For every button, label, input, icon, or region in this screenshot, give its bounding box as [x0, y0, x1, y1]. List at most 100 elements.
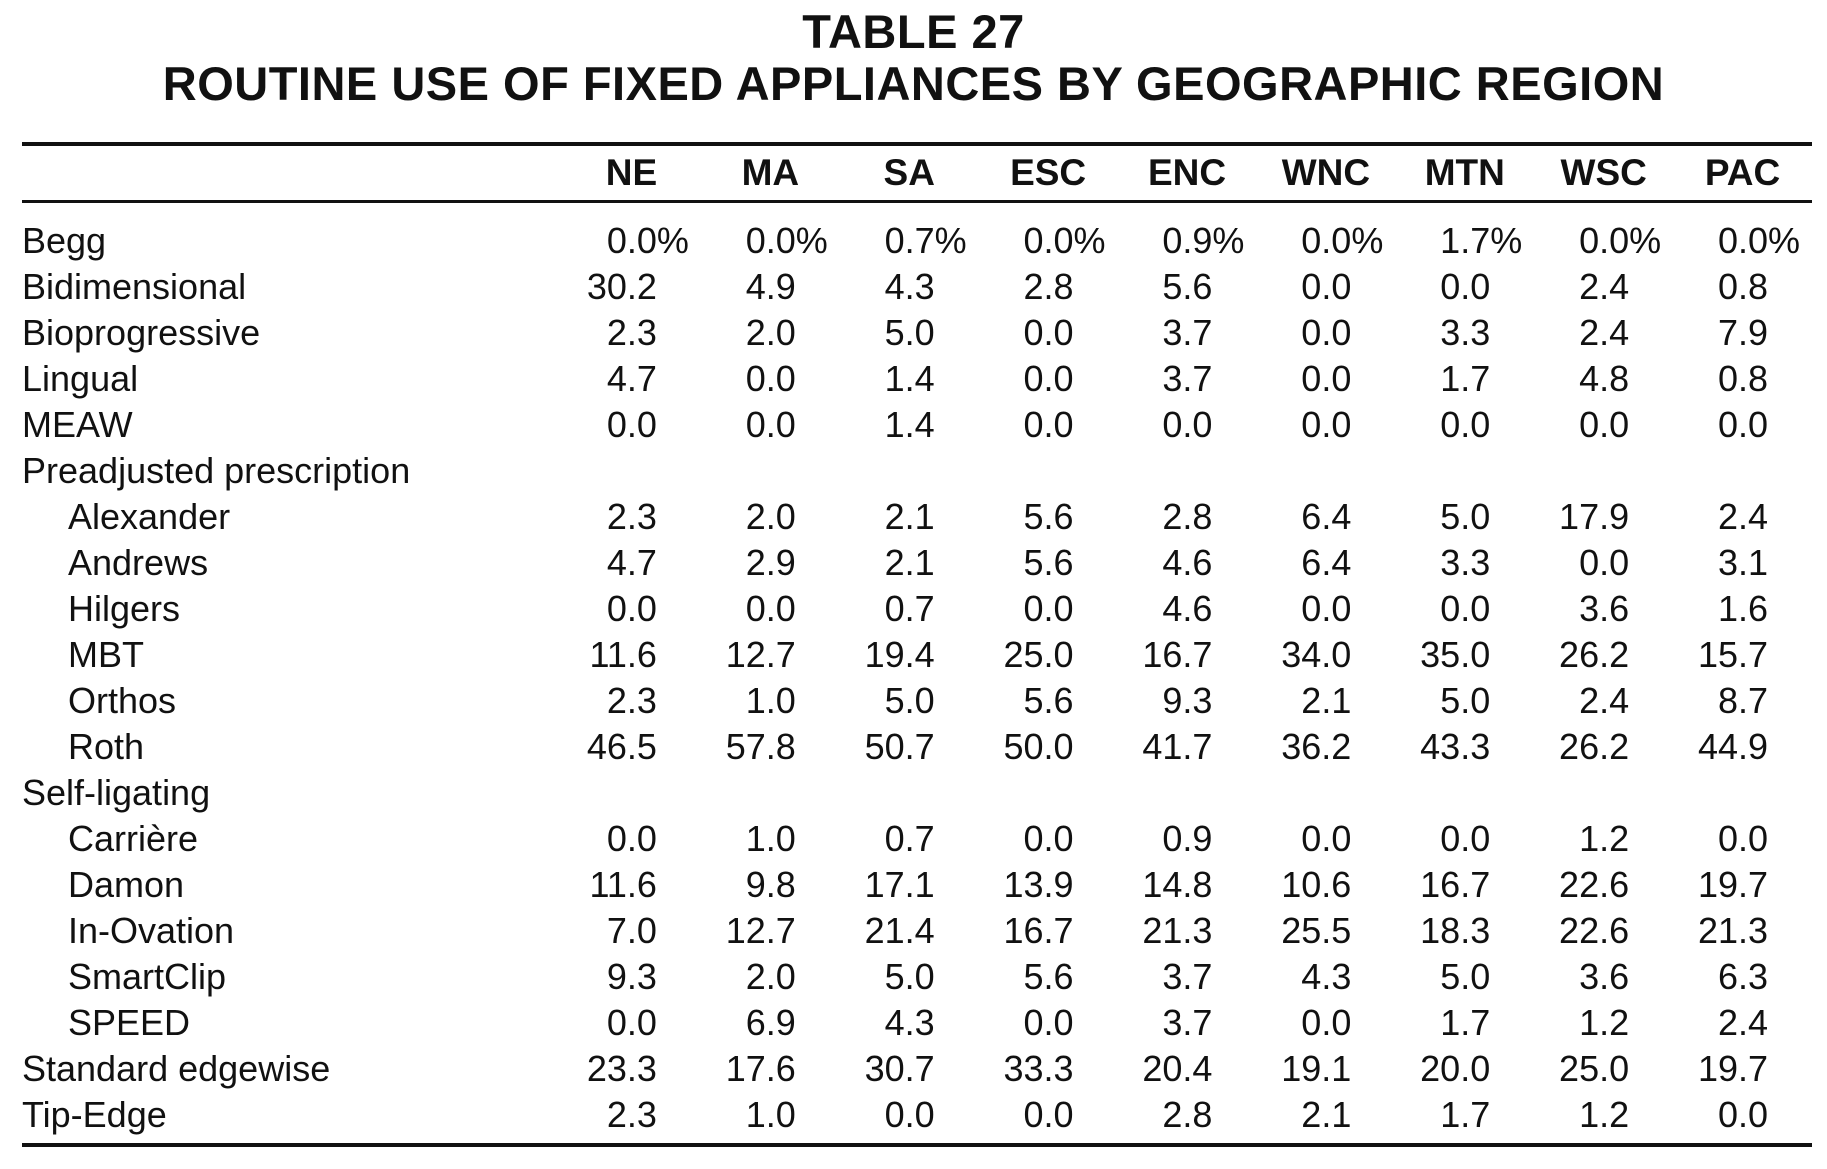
cell-value: 0.7	[884, 818, 935, 859]
cell-value: 20.4	[1142, 1048, 1213, 1089]
cell-value	[979, 770, 1118, 816]
row-label: Carrière	[68, 818, 199, 859]
table-section-row: Preadjusted prescription	[22, 448, 1812, 494]
cell-value: 4.6	[1162, 588, 1213, 629]
cell-value: 43.3	[1420, 726, 1491, 767]
cell-value	[701, 448, 840, 494]
cell-value: 0.9%	[1162, 220, 1245, 261]
cell-value: 15.7	[1697, 634, 1769, 675]
cell-value: 3.6	[1579, 956, 1630, 997]
cell-value: 0.0	[745, 358, 796, 399]
table-row: Damon 11.6 9.8 17.1 13.9 14.8 10.6 16.7 22.6 19.7	[22, 862, 1812, 908]
table-row: Orthos 2.3 1.0 5.0 5.6 9.3 2.1 5.0 2.4 8.7	[22, 678, 1812, 724]
table-row: MEAW 0.0 0.0 1.4 0.0 0.0 0.0 0.0 0.0 0.0	[22, 402, 1812, 448]
cell-value: 0.0	[1162, 404, 1213, 445]
cell-value: 0.0	[606, 818, 657, 859]
table-row: Andrews 4.7 2.9 2.1 5.6 4.6 6.4 3.3 0.0 3.1	[22, 540, 1812, 586]
cell-value: 0.0	[1023, 588, 1074, 629]
column-header-wnc: WNC	[1281, 152, 1371, 193]
cell-value: 4.3	[884, 266, 935, 307]
cell-value: 1.0	[745, 680, 796, 721]
cell-value: 0.0	[1301, 588, 1352, 629]
cell-value: 0.0%	[1301, 220, 1384, 261]
cell-value: 12.7	[725, 634, 796, 675]
row-label-header	[22, 146, 562, 200]
cell-value: 17.9	[1559, 496, 1630, 537]
cell-value: 3.1	[1717, 542, 1769, 583]
row-label: Standard edgewise	[22, 1048, 331, 1089]
cell-value: 3.7	[1162, 956, 1213, 997]
cell-value: 0.0	[606, 404, 657, 445]
column-header-ma: MA	[741, 152, 800, 193]
spacer-row	[22, 200, 1812, 218]
cell-value: 4.8	[1579, 358, 1630, 399]
header-row: NE MA SA ESC ENC WNC MTN WSC PAC	[22, 146, 1812, 200]
table-row: Lingual 4.7 0.0 1.4 0.0 3.7 0.0 1.7 4.8 0.8	[22, 356, 1812, 402]
cell-value: 21.4	[864, 910, 935, 951]
appliance-use-table: NE MA SA ESC ENC WNC MTN WSC PAC Begg 0.0…	[22, 146, 1812, 1138]
row-label: Bioprogressive	[22, 312, 261, 353]
cell-value: 1.2	[1579, 1002, 1630, 1043]
cell-value: 46.5	[586, 726, 657, 767]
cell-value: 0.8	[1717, 358, 1769, 399]
cell-value: 1.7	[1440, 1002, 1491, 1043]
cell-value: 0.0	[1440, 818, 1491, 859]
cell-value: 1.2	[1579, 1094, 1630, 1135]
cell-value: 17.1	[864, 864, 935, 905]
cell-value: 6.3	[1717, 956, 1769, 997]
cell-value	[1534, 448, 1673, 494]
cell-value: 44.9	[1697, 726, 1769, 767]
cell-value: 21.3	[1697, 910, 1769, 951]
cell-value: 10.6	[1281, 864, 1352, 905]
cell-value: 16.7	[1142, 634, 1213, 675]
cell-value: 5.6	[1162, 266, 1213, 307]
cell-value: 22.6	[1559, 910, 1630, 951]
cell-value: 2.1	[884, 496, 935, 537]
cell-value: 2.4	[1717, 496, 1769, 537]
cell-value: 11.6	[589, 864, 657, 905]
cell-value: 33.3	[1003, 1048, 1074, 1089]
cell-value: 13.9	[1003, 864, 1074, 905]
cell-value: 22.6	[1559, 864, 1630, 905]
cell-value: 5.0	[1440, 956, 1491, 997]
cell-value: 50.7	[864, 726, 935, 767]
row-label: Damon	[68, 864, 185, 905]
row-label: Andrews	[68, 542, 209, 583]
cell-value: 0.0	[1301, 818, 1352, 859]
cell-value: 2.4	[1579, 312, 1630, 353]
cell-value: 25.0	[1559, 1048, 1630, 1089]
cell-value: 1.6	[1717, 588, 1769, 629]
cell-value	[1256, 770, 1395, 816]
cell-value: 5.0	[884, 680, 935, 721]
column-header-ne: NE	[605, 152, 658, 193]
row-label: SPEED	[68, 1002, 191, 1043]
cell-value: 25.5	[1281, 910, 1352, 951]
cell-value: 1.4	[884, 358, 935, 399]
cell-value: 0.0	[745, 588, 796, 629]
row-label: Lingual	[22, 358, 139, 399]
cell-value: 6.4	[1301, 496, 1352, 537]
cell-value: 0.7%	[884, 220, 967, 261]
table-number: TABLE 27	[802, 5, 1025, 58]
table-row: Bidimensional 30.2 4.9 4.3 2.8 5.6 0.0 0.0 2.4 0.…	[22, 264, 1812, 310]
cell-value: 0.0	[1023, 404, 1074, 445]
cell-value: 0.0	[606, 588, 657, 629]
cell-value: 2.1	[1301, 680, 1352, 721]
cell-value: 4.3	[1301, 956, 1352, 997]
cell-value: 0.0	[1440, 404, 1491, 445]
cell-value: 9.3	[606, 956, 657, 997]
cell-value: 3.7	[1162, 312, 1213, 353]
cell-value: 0.0	[1023, 1002, 1074, 1043]
cell-value	[1534, 770, 1673, 816]
cell-value: 3.7	[1162, 358, 1213, 399]
cell-value: 7.9	[1717, 312, 1769, 353]
row-label: SmartClip	[68, 956, 227, 997]
cell-value	[1395, 770, 1534, 816]
cell-value: 2.3	[606, 1094, 657, 1135]
cell-value: 0.0	[1023, 1094, 1074, 1135]
column-header-wsc: WSC	[1560, 152, 1647, 193]
cell-value: 0.0	[1301, 358, 1352, 399]
table-row: Bioprogressive 2.3 2.0 5.0 0.0 3.7 0.0 3.3 2.4 7.…	[22, 310, 1812, 356]
cell-value: 0.0	[1301, 266, 1352, 307]
cell-value	[1673, 770, 1812, 816]
